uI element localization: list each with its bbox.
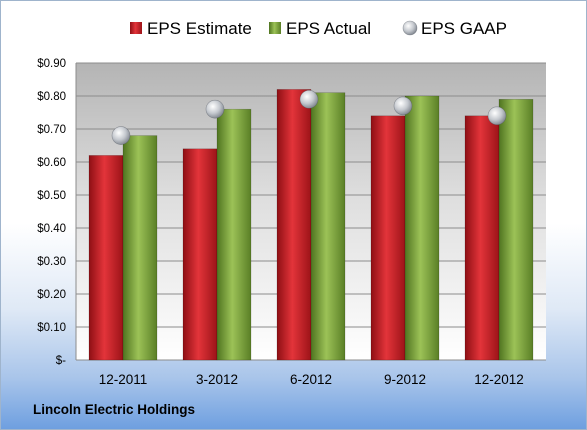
y-tick-label: $0.50 (37, 190, 66, 202)
x-tick-label: 12-2011 (99, 372, 148, 387)
marker-eps-gaap (205, 99, 225, 119)
y-tick-label: $0.30 (37, 256, 66, 268)
bar-eps-estimate (276, 89, 312, 361)
bar-eps-actual (122, 135, 158, 361)
y-axis: $- $0.10 $0.20 $0.30 $0.40 $0.50 $0.60 $0.70 $0.… (37, 58, 77, 367)
bar-eps-actual (216, 108, 252, 361)
y-tick-label: $0.10 (37, 322, 66, 334)
bar-eps-estimate (88, 155, 124, 361)
x-tick-label: 3-2012 (196, 372, 238, 387)
marker-eps-gaap (299, 90, 319, 109)
legend-label-eps-gaap: EPS GAAP (421, 19, 507, 38)
x-tick-label: 6-2012 (290, 372, 332, 387)
company-label: Lincoln Electric Holdings (33, 402, 196, 417)
bar-eps-estimate (370, 115, 406, 361)
marker-eps-gaap (111, 126, 131, 145)
x-tick-label: 12-2012 (474, 372, 524, 387)
legend-label-eps-actual: EPS Actual (286, 19, 371, 38)
legend-swatch-eps-estimate (130, 22, 142, 34)
y-tick-label: $- (56, 355, 66, 367)
gaap-markers (111, 90, 507, 145)
bar-eps-estimate (464, 115, 500, 361)
bar-eps-estimate (182, 148, 218, 361)
y-tick-label: $0.40 (37, 223, 66, 235)
x-tick-label: 9-2012 (384, 372, 426, 387)
marker-eps-gaap (487, 106, 507, 126)
legend: EPS Estimate EPS Actual EPS GAAP (130, 19, 507, 38)
y-tick-label: $0.60 (37, 157, 66, 169)
y-tick-label: $0.70 (37, 124, 66, 136)
y-tick-label: $0.20 (37, 289, 66, 301)
bars (88, 89, 534, 361)
x-axis: 12-2011 3-2012 6-2012 9-2012 12-2012 (99, 372, 524, 387)
y-tick-label: $0.90 (37, 58, 66, 70)
bar-eps-actual (498, 99, 534, 361)
bar-eps-actual (404, 95, 440, 361)
bar-eps-actual (310, 92, 346, 361)
legend-swatch-eps-actual (269, 22, 281, 34)
legend-swatch-eps-gaap (402, 20, 418, 36)
y-tick-label: $0.80 (37, 91, 66, 103)
marker-eps-gaap (393, 96, 413, 116)
legend-label-eps-estimate: EPS Estimate (147, 19, 252, 38)
